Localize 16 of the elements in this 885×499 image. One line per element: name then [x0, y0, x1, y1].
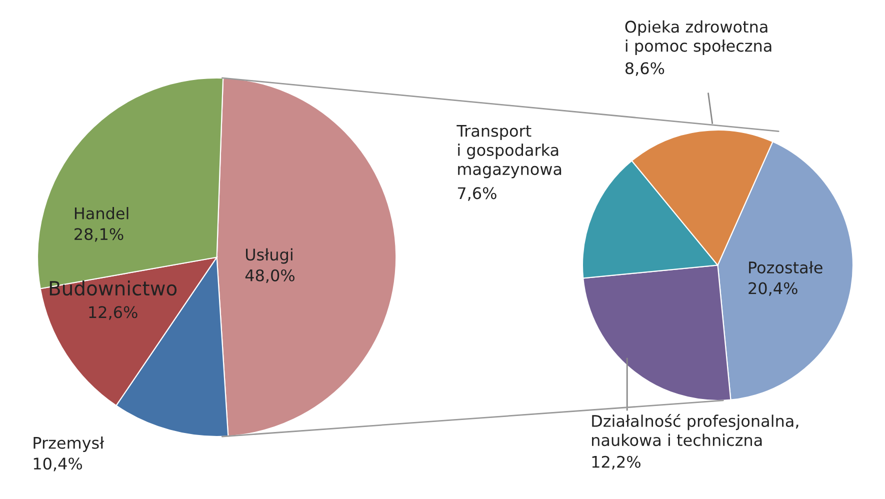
slice-label: Pozostałe [749, 261, 822, 274]
data-label: 12,2% [592, 456, 640, 470]
data-label: 20,4% [748, 282, 798, 296]
slice-label: Działalność profesjonalna, naukowa i techniczna [592, 414, 798, 446]
data-label: 12,6% [89, 306, 138, 320]
slice-label: Budownictwo [50, 280, 177, 296]
slice-label: Handel [74, 207, 128, 220]
data-label: 7,6% [458, 187, 496, 201]
data-label: 48,0% [245, 269, 294, 284]
slice-label: Przemysł [34, 436, 104, 452]
slice-label: Transport i gospodarka magazynowa [456, 125, 562, 178]
slice-label: Opieka zdrowotna i pomoc społeczna [625, 20, 772, 55]
data-label: 8,6% [625, 62, 664, 76]
slice-label: Usługi [246, 248, 292, 264]
data-label: 28,1% [74, 228, 124, 242]
data-label: 10,4% [34, 458, 82, 472]
